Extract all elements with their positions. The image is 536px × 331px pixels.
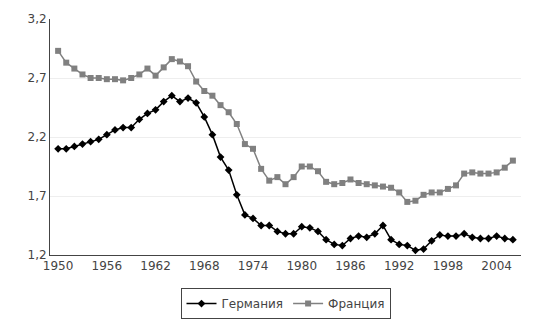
svg-text:Франция: Франция [328, 297, 384, 311]
svg-text:1956: 1956 [92, 259, 123, 273]
svg-text:1962: 1962 [140, 259, 171, 273]
svg-text:1968: 1968 [189, 259, 220, 273]
svg-text:1986: 1986 [335, 259, 366, 273]
svg-text:3,2: 3,2 [28, 12, 47, 26]
svg-text:1974: 1974 [238, 259, 269, 273]
svg-text:1998: 1998 [433, 259, 464, 273]
svg-text:1,2: 1,2 [28, 248, 47, 262]
svg-text:1992: 1992 [384, 259, 415, 273]
svg-text:1950: 1950 [43, 259, 74, 273]
svg-text:Германия: Германия [222, 297, 284, 311]
svg-text:2004: 2004 [481, 259, 512, 273]
svg-text:2,7: 2,7 [28, 71, 47, 85]
svg-text:1,7: 1,7 [28, 189, 47, 203]
svg-text:1980: 1980 [286, 259, 317, 273]
svg-text:2,2: 2,2 [28, 130, 47, 144]
